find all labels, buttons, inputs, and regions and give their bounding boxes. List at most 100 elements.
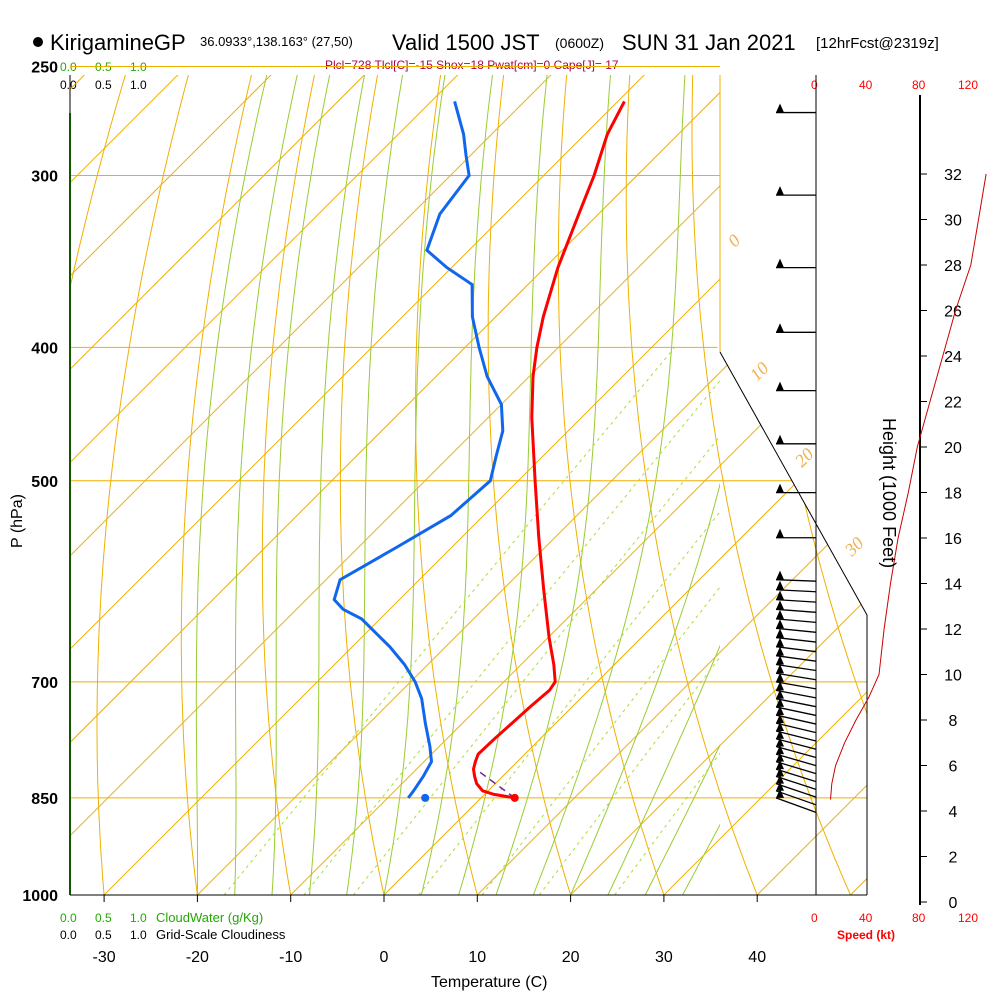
moist-adiabat-line [308, 75, 366, 895]
wind-barb-shaft [775, 722, 817, 734]
bottom-cloudwater-tick: 0.5 [95, 911, 112, 925]
wind-barb-shaft [775, 730, 817, 742]
isotherm-line [70, 75, 383, 895]
moist-adiabat-line [495, 75, 611, 895]
bottom-speed-tick: 80 [912, 911, 926, 925]
x-tick-label: -10 [279, 949, 302, 966]
dry-adiabat-line [625, 75, 770, 895]
top-cloudiness-scale: 0.0 0.5 1.0 [60, 78, 147, 92]
height-tick-label: 20 [944, 440, 962, 457]
dry-adiabats [70, 75, 867, 895]
pressure-tick-label: 850 [31, 791, 58, 808]
dry-adiabat-label: 0 [724, 230, 745, 251]
height-tick-label: 0 [949, 895, 958, 912]
wind-barb-flag [776, 528, 784, 538]
mixing-ratio-line [481, 586, 720, 895]
dry-adiabat-label: 30 [840, 533, 868, 561]
wind-barb-shaft [775, 761, 817, 775]
surface-temperature-marker [510, 793, 519, 802]
isotherm-line [663, 75, 867, 895]
wind-barb-flag [776, 600, 784, 610]
pressure-tick-labels: 250 300 400 500 700 850 1000 [22, 60, 58, 905]
wind-barb-flag [776, 745, 784, 755]
wind-barb-flag [776, 681, 784, 691]
isotherm-line [70, 75, 867, 895]
wind-barb-shaft [775, 790, 817, 806]
isotherm-line [70, 75, 663, 895]
wind-barb-flag [776, 619, 784, 629]
dry-adiabat-line [339, 75, 392, 895]
top-speed-tick: 120 [958, 78, 978, 92]
cloudiness-label: Grid-Scale Cloudiness [156, 927, 286, 942]
wind-barb-shaft [775, 689, 817, 699]
bottom-speed-tick: 40 [859, 911, 873, 925]
wind-barb-shaft [775, 706, 817, 717]
height-tick-label: 22 [944, 395, 962, 412]
moist-adiabat-line [346, 75, 404, 895]
moist-adiabat-line [570, 482, 720, 895]
isotherm-line [0, 0, 9, 895]
isobars [70, 66, 867, 896]
mixing-ratio-line [418, 510, 720, 895]
moist-adiabat-line [195, 75, 268, 895]
height-tick-label: 28 [944, 258, 962, 275]
wind-speed-line [830, 173, 987, 800]
isotherm-line [570, 75, 867, 895]
dry-adiabat-line [415, 75, 486, 895]
dry-adiabat-line [557, 75, 675, 895]
isotherm-line [70, 75, 757, 895]
wind-barb-flag [776, 706, 784, 716]
dry-adiabat-line [487, 75, 581, 895]
wind-barb-shaft [775, 608, 817, 613]
x-tick-label: 30 [655, 949, 673, 966]
mixing-ratio-label: 5 [411, 901, 427, 915]
height-tick-label: 26 [944, 304, 962, 321]
wind-barb-shaft [775, 636, 817, 643]
wind-barb-flag [776, 721, 784, 731]
mixing-ratio-line [303, 379, 720, 895]
top-cloudwater-tick: 0.0 [60, 60, 77, 74]
moist-adiabat-line [271, 75, 331, 895]
height-tick-label: 8 [949, 713, 958, 730]
wind-barb-shaft [775, 589, 817, 593]
bottom-cloudwater-tick: 1.0 [130, 911, 147, 925]
bottom-cloudiness-scale: 0.0 0.5 1.0 Grid-Scale Cloudiness [60, 927, 286, 942]
wind-barb-flag [776, 767, 784, 777]
bottom-cloudwater-scale: 0.0 0.5 1.0 CloudWater (g/Kg) [60, 910, 263, 925]
bottom-cloudiness-tick: 0.5 [95, 928, 112, 942]
wind-barb-flag [776, 788, 784, 798]
bottom-speed-tick: 120 [958, 911, 978, 925]
wind-barb-flag [776, 258, 784, 268]
moist-adiabat-line [234, 75, 298, 895]
height-tick-label: 32 [944, 167, 962, 184]
wind-barb-flag [776, 655, 784, 665]
x-tick-label: 20 [562, 949, 580, 966]
x-axis-title: Temperature (C) [431, 974, 547, 991]
dry-adiabat-line [180, 75, 260, 895]
wind-barb-shaft [775, 663, 817, 672]
mixing-ratio-label: 3 [346, 901, 363, 915]
wind-barb-flag [776, 186, 784, 196]
dry-adiabat-line [70, 75, 136, 895]
bottom-speed-scale: 0 40 80 120 Speed (kt) [811, 911, 978, 942]
x-tick-label: 40 [748, 949, 766, 966]
mixing-ratio-label: 12 [532, 895, 552, 914]
moist-adiabat-line [644, 744, 720, 895]
dry-adiabat-line [261, 75, 322, 895]
wind-barb-shaft [775, 579, 817, 582]
mixing-ratio-label: 20 [607, 895, 627, 914]
wind-barbs [775, 103, 817, 813]
wind-barb-shaft [775, 753, 817, 767]
moist-adiabat-line [757, 67, 1000, 895]
height-axis-title: Height (1000 Feet) [879, 418, 899, 568]
x-tick-label: 10 [468, 949, 486, 966]
isotherm-line [103, 75, 867, 895]
wind-barb-shaft [775, 698, 817, 708]
wind-barb-flag [776, 664, 784, 674]
height-tick-label: 12 [944, 622, 962, 639]
wind-barb-flag [776, 434, 784, 444]
wind-barb-flag [776, 760, 784, 770]
temperature-line [471, 100, 626, 800]
wind-barb-shaft [775, 655, 817, 662]
